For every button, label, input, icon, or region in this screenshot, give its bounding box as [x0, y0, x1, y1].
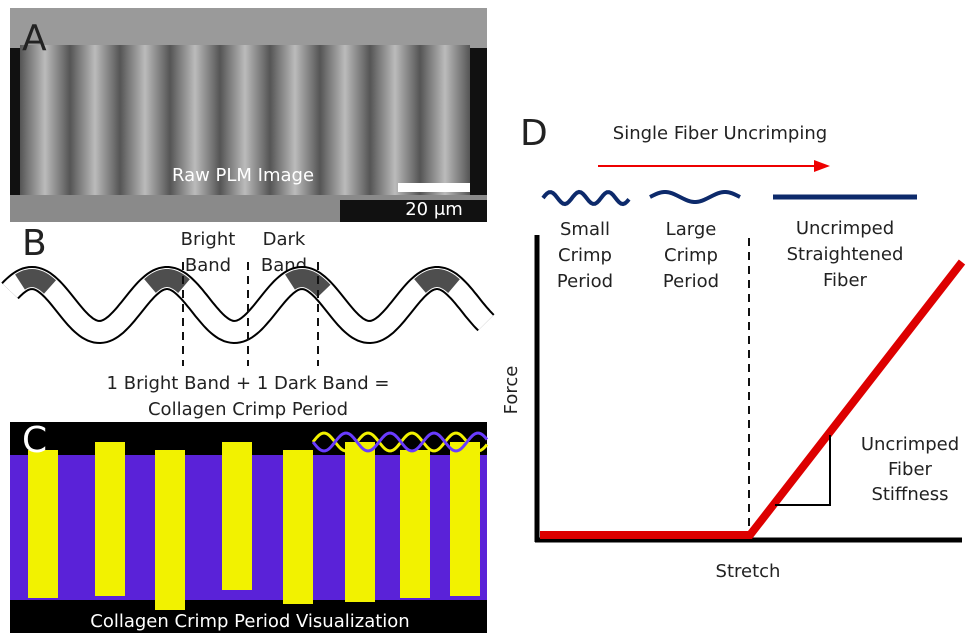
stage-labels: Small Crimp Period Large Crimp Period Un…	[557, 218, 903, 292]
yellow-band	[222, 442, 252, 590]
scale-label: 20 μm	[405, 199, 463, 220]
large-crimp	[650, 192, 740, 202]
dark-segment	[420, 278, 454, 286]
panel-label: B	[22, 223, 47, 264]
yellow-band	[155, 450, 185, 610]
stiffness-label: Uncrimped	[861, 434, 959, 455]
caption: Raw PLM Image	[172, 165, 314, 186]
plm-band	[370, 45, 420, 195]
plm-band	[420, 45, 470, 195]
stage-label: Period	[557, 271, 613, 292]
band-label: Bright	[181, 229, 236, 250]
yellow-band	[95, 442, 125, 596]
fiber-icons	[543, 192, 740, 204]
small-crimp	[543, 192, 629, 204]
panel-label: C	[22, 420, 47, 461]
arrow-label: Single Fiber Uncrimping	[613, 123, 827, 144]
stage-label: Uncrimped	[796, 218, 894, 239]
stage-label: Large	[666, 219, 717, 240]
plm-band	[70, 45, 120, 195]
yellow-band	[28, 450, 58, 598]
stiffness-label: Stiffness	[871, 484, 948, 505]
panel-label: A	[22, 18, 47, 59]
stage-label: Straightened	[787, 244, 904, 265]
stage-label: Crimp	[664, 245, 718, 266]
plm-top-tissue	[10, 8, 487, 48]
y-axis-label: Force	[501, 366, 522, 415]
yellow-band	[400, 450, 430, 598]
plm-band	[320, 45, 370, 195]
yellow-band	[345, 442, 375, 602]
panel-label: D	[520, 113, 548, 154]
band-label: Dark	[263, 229, 306, 250]
equation: Collagen Crimp Period	[148, 399, 348, 420]
figure: A Raw PLM Image 20 μm B Bright Band Dark…	[0, 0, 970, 633]
yellow-band	[283, 450, 313, 604]
x-axis-label: Stretch	[716, 561, 781, 582]
stage-label: Small	[560, 219, 610, 240]
stage-label: Period	[663, 271, 719, 292]
scale-bar	[398, 183, 470, 192]
band-label: Band	[185, 255, 231, 276]
stage-label: Fiber	[823, 270, 868, 291]
caption: Collagen Crimp Period Visualization	[90, 611, 409, 632]
yellow-band	[450, 442, 480, 596]
plm-band	[120, 45, 170, 195]
arrowhead	[814, 160, 830, 172]
stage-label: Crimp	[558, 245, 612, 266]
plm-band	[20, 45, 70, 195]
stiffness-label: Fiber	[888, 459, 933, 480]
dark-segment	[20, 278, 50, 287]
equation: 1 Bright Band + 1 Dark Band =	[107, 373, 390, 394]
dark-segment	[150, 278, 184, 286]
